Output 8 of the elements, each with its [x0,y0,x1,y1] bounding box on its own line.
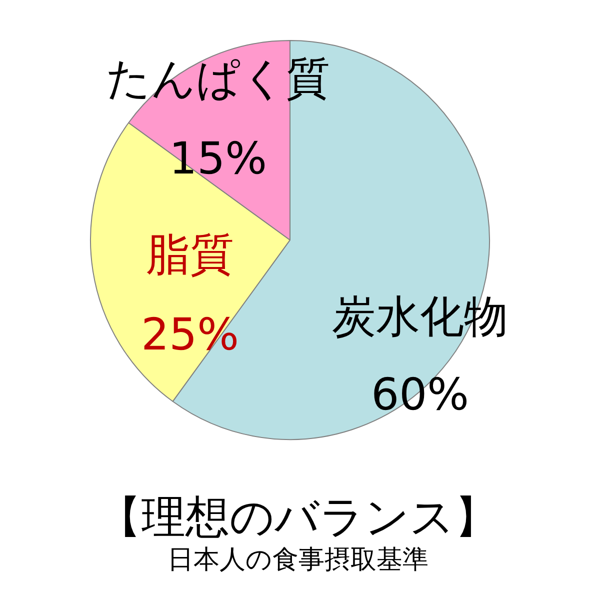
text: 日本人の食事摂取基準 [166,544,430,576]
text: 【理想のバランス】 [96,492,500,544]
data-label: 15% [169,133,267,184]
slice-label: 炭水化物 [332,291,508,342]
slice-label: たんぱく質 [106,53,330,104]
data-label: 60% [371,369,469,420]
slice-label: 脂質 [146,229,234,280]
data-label: 25% [141,309,239,360]
